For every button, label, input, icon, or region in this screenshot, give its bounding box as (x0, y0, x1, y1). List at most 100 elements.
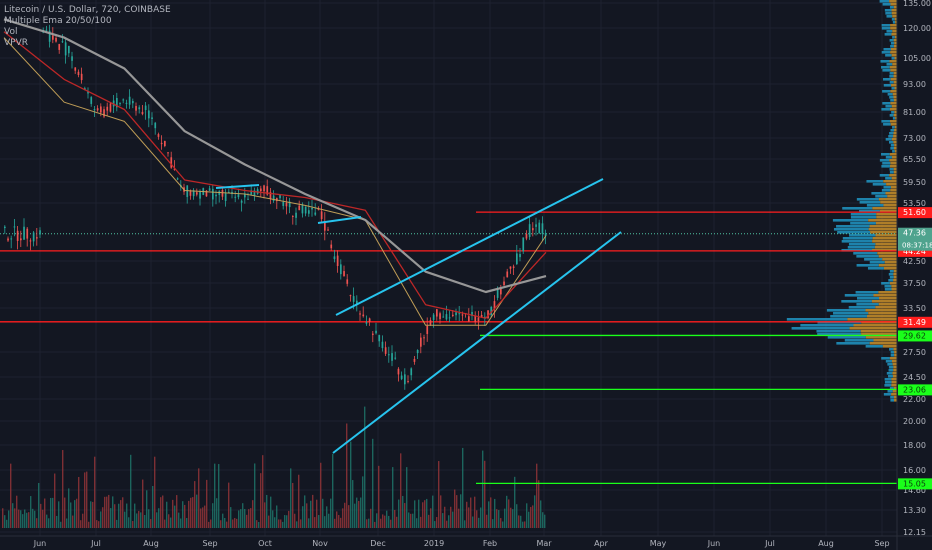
volume-bar (282, 521, 284, 528)
volume-bar (56, 515, 58, 528)
volume-bar (276, 505, 278, 528)
volume-bar (30, 496, 32, 528)
volume-bar (420, 516, 422, 528)
candle-body (445, 314, 448, 320)
volume-bar (452, 511, 454, 528)
vpvr-bar-up (883, 393, 892, 396)
candle-body (359, 313, 361, 315)
vpvr-bar-down (890, 69, 897, 72)
candle-body (80, 73, 83, 81)
vpvr-bar-down (893, 168, 897, 171)
volume-bar (492, 519, 494, 528)
candle-body (215, 194, 217, 197)
volume-bar (260, 473, 262, 528)
vpvr-bar-down (893, 39, 897, 42)
vpvr-bar-up (866, 204, 884, 207)
vpvr-bar-down (891, 33, 897, 36)
volume-bar (488, 501, 490, 528)
vpvr-bar-up (875, 195, 888, 198)
vpvr-bar-up (890, 42, 895, 45)
volume-bar (436, 517, 438, 528)
x-tick-label: Mar (536, 539, 552, 548)
volume-bar (468, 507, 470, 528)
volume-bar (182, 501, 184, 528)
volume-bar (408, 512, 410, 528)
volume-bar (26, 512, 28, 528)
candle-body (36, 237, 38, 239)
vpvr-bar-up (847, 246, 875, 249)
volume-bar (430, 508, 432, 528)
volume-bar (336, 511, 338, 528)
candle-body (503, 281, 505, 286)
volume-bar (434, 521, 436, 528)
volume-bar (184, 504, 186, 528)
volume-bar (144, 514, 146, 528)
vpvr-bar-up (850, 213, 877, 216)
x-tick-label: Oct (258, 539, 272, 548)
candle-body (384, 347, 387, 354)
vpvr-bar-up (836, 225, 870, 228)
vpvr-bar-up (884, 288, 892, 291)
volume-bar (454, 489, 456, 528)
vpvr-bar-up (856, 198, 879, 201)
candle-body (308, 210, 310, 214)
volume-bar (290, 468, 292, 528)
ema-line-2 (3, 31, 547, 319)
volume-bar (284, 515, 286, 528)
legend-symbol[interactable]: Litecoin / U.S. Dollar, 720, COINBASE (4, 5, 171, 15)
volume-bar (350, 441, 352, 528)
volume-bar (104, 496, 106, 528)
volume-bar (202, 507, 204, 528)
volume-bar (158, 508, 160, 528)
vpvr-bar-up (889, 171, 894, 174)
vpvr-bar-up (887, 93, 893, 96)
vpvr-bar-up (853, 252, 878, 255)
vpvr-bar-down (890, 123, 897, 126)
vpvr-bar-down (893, 6, 897, 9)
candle-body (52, 35, 54, 40)
volume-bar (382, 514, 384, 528)
candle-body (538, 222, 541, 234)
volume-bar (264, 502, 266, 528)
volume-bar (186, 518, 188, 528)
vpvr-bar-down (892, 15, 897, 18)
vpvr-bar-down (893, 132, 897, 135)
vpvr-bar-down (891, 360, 897, 363)
volume-panel (2, 406, 546, 528)
legend-volume[interactable]: Vol (4, 27, 18, 37)
volume-bar (200, 508, 202, 528)
candle-body (279, 194, 281, 199)
x-tick-label: Dec (370, 539, 385, 548)
volume-bar (16, 495, 18, 528)
volume-bar (536, 463, 538, 528)
vpvr-bar-down (889, 108, 897, 111)
vpvr-bar-down (871, 300, 897, 303)
vpvr-bar-down (875, 234, 897, 237)
vpvr-bar-down (893, 75, 897, 78)
volume-bar (230, 507, 232, 528)
candle-body (87, 91, 89, 94)
candle-body (93, 109, 96, 111)
legend-vpvr[interactable]: VPVR (4, 38, 28, 48)
volume-bar (194, 481, 196, 528)
volume-bar (490, 497, 492, 528)
vpvr-bar-down (894, 150, 897, 153)
vpvr-bar-down (879, 210, 897, 213)
legend-ema[interactable]: Multiple Ema 20/50/100 (4, 16, 112, 26)
candle-body (500, 288, 502, 295)
candle-body (458, 313, 461, 315)
volume-bar (380, 518, 382, 528)
candle-body (407, 381, 409, 383)
vpvr-bar-up (881, 108, 890, 111)
candle-body (471, 311, 473, 317)
volume-bar (218, 464, 220, 528)
volume-bar (94, 456, 96, 528)
candle-body (103, 109, 105, 117)
vpvr-bar-down (847, 318, 897, 321)
vpvr-bar-down (869, 225, 897, 228)
volume-bar (402, 495, 404, 528)
volume-bar (494, 498, 496, 528)
vpvr-bar-down (891, 84, 897, 87)
volume-bar (300, 519, 302, 528)
